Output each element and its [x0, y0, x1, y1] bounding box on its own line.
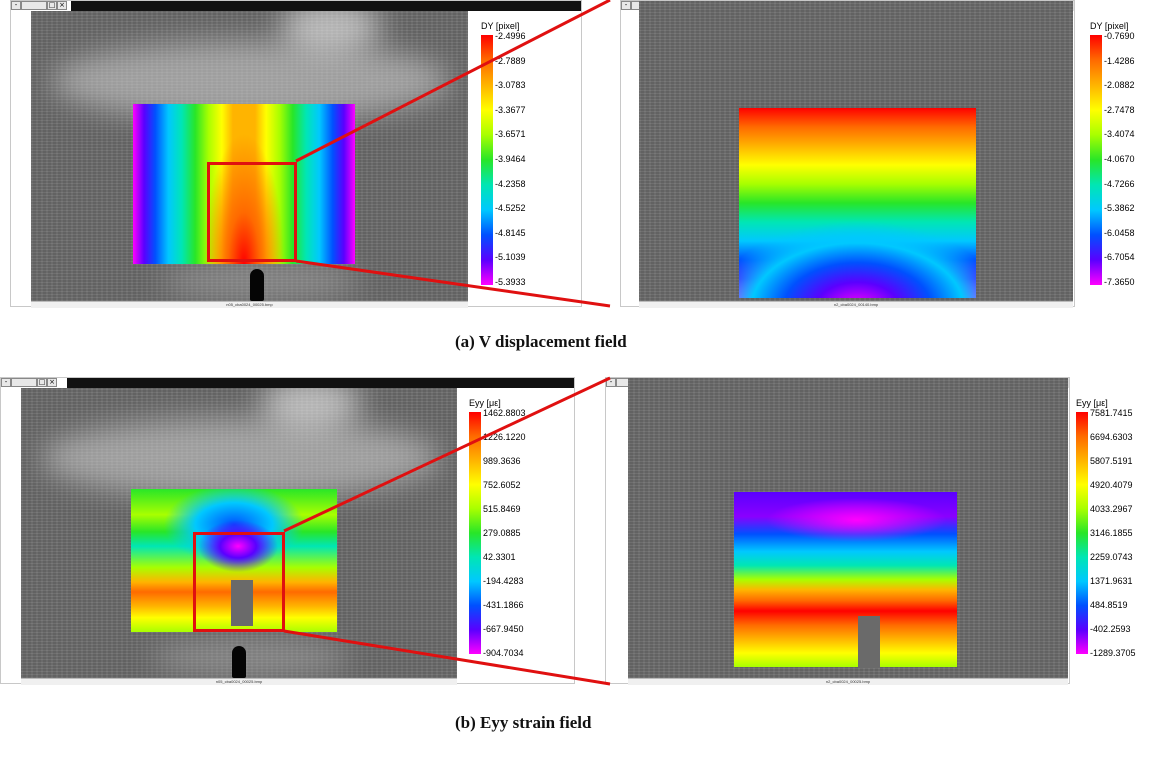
- colorbar-tick-label: 1462.8803: [483, 408, 526, 418]
- colorbar-tick-label: -402.2593: [1090, 624, 1131, 634]
- colorbar: [1076, 412, 1088, 654]
- colorbar-tick-label: -4.7266: [1104, 179, 1135, 189]
- window-control-spacer: [11, 378, 37, 387]
- colorbar-tick-label: -5.1039: [495, 252, 526, 262]
- specimen-highlight: [151, 638, 351, 678]
- image-filename-bar: n2_cba0024_00025.bmp: [628, 678, 1068, 685]
- colorbar-tick-label: 989.3636: [483, 456, 521, 466]
- zoom-region-box: [207, 162, 297, 262]
- colorbar-title: Eyy [με]: [1076, 398, 1108, 408]
- minimize-icon[interactable]: -: [1, 378, 11, 387]
- colorbar-tick-label: -194.4283: [483, 576, 524, 586]
- colorbar-tick-label: -1289.3705: [1090, 648, 1136, 658]
- colorbar-tick-label: 515.8469: [483, 504, 521, 514]
- close-icon[interactable]: ×: [47, 378, 57, 387]
- maximize-icon[interactable]: □: [47, 1, 57, 10]
- colorbar-tick-label: -4.5252: [495, 203, 526, 213]
- colorbar-tick-label: 1226.1220: [483, 432, 526, 442]
- colorbar-tick-label: -5.3933: [495, 277, 526, 287]
- colorbar-tick-label: -0.7690: [1104, 31, 1135, 41]
- figure-b-left-window: - □ × n05_cba0024_00025.bmp Eyy [με] 146…: [0, 377, 575, 685]
- maximize-icon[interactable]: □: [37, 378, 47, 387]
- colorbar-tick-label: 4033.2967: [1090, 504, 1133, 514]
- colorbar-tick-label: -3.6571: [495, 129, 526, 139]
- close-icon[interactable]: ×: [57, 1, 67, 10]
- colorbar-tick-label: 3146.1855: [1090, 528, 1133, 538]
- specimen-slot: [858, 616, 880, 668]
- colorbar-tick-label: -2.0882: [1104, 80, 1135, 90]
- eyy-field-map: [734, 492, 957, 667]
- colorbar-tick-label: -667.9450: [483, 624, 524, 634]
- image-filename-bar: n05_cba0024_00025.bmp: [31, 301, 468, 308]
- figure-b-right-window: - □ × n2_cba0024_00025.bmp Eyy [με] 7581…: [605, 377, 1136, 685]
- colorbar-tick-label: 4920.4079: [1090, 480, 1133, 490]
- dark-notch: [232, 646, 246, 678]
- colorbar-tick-label: 42.3301: [483, 552, 516, 562]
- minimize-icon[interactable]: -: [606, 378, 616, 387]
- caption-b: (b) Eyy strain field: [455, 713, 592, 732]
- colorbar: [481, 35, 493, 285]
- colorbar-tick-label: 1371.9631: [1090, 576, 1133, 586]
- colorbar-tick-label: -2.4996: [495, 31, 526, 41]
- colorbar-tick-label: -3.0783: [495, 80, 526, 90]
- colorbar-tick-label: -2.7889: [495, 56, 526, 66]
- image-filename-bar: n2_cba0024_00140.bmp: [639, 301, 1073, 308]
- colorbar-tick-label: -904.7034: [483, 648, 524, 658]
- colorbar-tick-label: -4.8145: [495, 228, 526, 238]
- colorbar-tick-label: 5807.5191: [1090, 456, 1133, 466]
- colorbar-title: DY [pixel]: [1090, 21, 1129, 31]
- colorbar-tick-label: -3.9464: [495, 154, 526, 164]
- colorbar-tick-label: 279.0885: [483, 528, 521, 538]
- colorbar-tick-label: 7581.7415: [1090, 408, 1133, 418]
- window-control-spacer: [21, 1, 47, 10]
- minimize-icon[interactable]: -: [11, 1, 21, 10]
- colorbar-tick-label: 2259.0743: [1090, 552, 1133, 562]
- colorbar-tick-label: 6694.6303: [1090, 432, 1133, 442]
- figure-a-right-window: - □ × n2_cba0024_00140.bmp DY [pixel] -0…: [620, 0, 1135, 308]
- colorbar: [1090, 35, 1102, 285]
- colorbar: [469, 412, 481, 654]
- dark-notch: [250, 269, 264, 301]
- window-controls: - □ ×: [11, 1, 67, 11]
- colorbar-tick-label: 752.6052: [483, 480, 521, 490]
- specimen-slot: [231, 580, 253, 626]
- window-controls: - □ ×: [1, 378, 57, 388]
- colorbar-tick-label: -7.3650: [1104, 277, 1135, 287]
- window-titlebar: [71, 1, 581, 11]
- colorbar-tick-label: -4.0670: [1104, 154, 1135, 164]
- colorbar-tick-label: -2.7478: [1104, 105, 1135, 115]
- colorbar-title: Eyy [με]: [469, 398, 501, 408]
- colorbar-tick-label: -431.1866: [483, 600, 524, 610]
- caption-a: (a) V displacement field: [455, 332, 627, 351]
- dy-field-map: [739, 108, 976, 298]
- colorbar-title: DY [pixel]: [481, 21, 520, 31]
- figure-a-left-window: - □ × n05_cba0024_00025.bmp DY [pixel] -…: [10, 0, 582, 308]
- specimen-highlight: [41, 418, 441, 498]
- colorbar-tick-label: -6.7054: [1104, 252, 1135, 262]
- colorbar-tick-label: -6.0458: [1104, 228, 1135, 238]
- colorbar-tick-label: -1.4286: [1104, 56, 1135, 66]
- minimize-icon[interactable]: -: [621, 1, 631, 10]
- colorbar-tick-label: -3.4074: [1104, 129, 1135, 139]
- zoom-region-box: [193, 532, 285, 632]
- colorbar-tick-label: -3.3677: [495, 105, 526, 115]
- colorbar-tick-label: -4.2358: [495, 179, 526, 189]
- image-filename-bar: n05_cba0024_00025.bmp: [21, 678, 457, 685]
- colorbar-tick-label: -5.3862: [1104, 203, 1135, 213]
- window-titlebar: [67, 378, 574, 388]
- colorbar-tick-label: 484.8519: [1090, 600, 1128, 610]
